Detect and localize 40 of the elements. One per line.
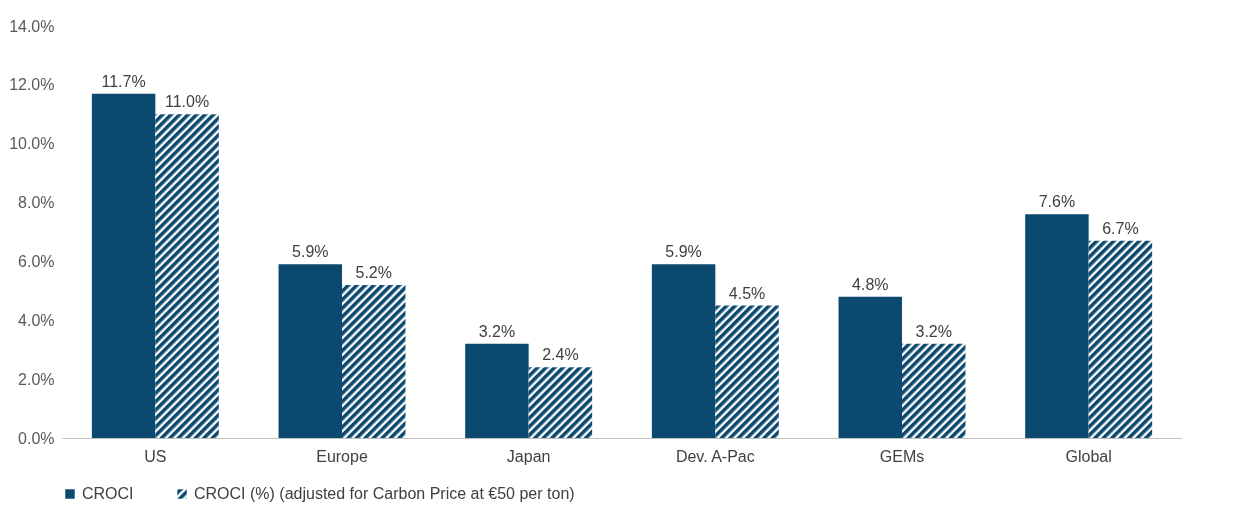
y-tick-label: 6.0%: [18, 252, 55, 270]
data-label: 4.8%: [852, 275, 889, 293]
data-label: 6.7%: [1102, 219, 1139, 237]
y-tick-label: 0.0%: [18, 429, 55, 447]
data-label: 11.7%: [101, 72, 146, 90]
x-tick-label: GEMs: [879, 447, 925, 465]
bar: [651, 264, 716, 438]
bar: [1025, 214, 1089, 438]
y-tick-label: 2.0%: [18, 370, 55, 388]
y-tick-label: 4.0%: [18, 311, 55, 329]
bar: [902, 343, 966, 438]
bar: [715, 305, 779, 438]
bar: [278, 264, 342, 438]
data-label: 11.0%: [164, 93, 210, 111]
x-tick-label: Dev. A-Pac: [675, 447, 755, 465]
y-tick-label: 8.0%: [18, 194, 55, 212]
y-tick-label: 14.0%: [9, 17, 55, 35]
legend-label: CROCI: [82, 485, 134, 502]
legend-label: CROCI (%) (adjusted for Carbon Price at €50 per ton): [194, 485, 575, 502]
bar: [465, 343, 529, 438]
bar: [91, 93, 156, 438]
bar: [838, 296, 902, 438]
data-label: 4.5%: [728, 284, 766, 302]
data-label: 3.2%: [478, 322, 516, 340]
data-label: 5.9%: [292, 243, 329, 261]
bar: [528, 367, 593, 438]
bar: [1088, 240, 1153, 438]
data-label: 5.2%: [355, 263, 392, 281]
data-label: 2.4%: [542, 346, 579, 364]
data-label: 5.9%: [665, 243, 702, 261]
x-tick-label: Global: [1065, 447, 1112, 465]
bar: [342, 284, 406, 438]
y-tick-label: 10.0%: [9, 135, 55, 153]
x-tick-label: US: [144, 447, 167, 465]
data-label: 7.6%: [1038, 193, 1076, 211]
bar: [155, 114, 219, 438]
y-tick-label: 12.0%: [9, 76, 55, 94]
x-tick-label: Europe: [316, 447, 368, 465]
data-label: 3.2%: [915, 322, 952, 340]
x-tick-label: Japan: [506, 447, 551, 465]
